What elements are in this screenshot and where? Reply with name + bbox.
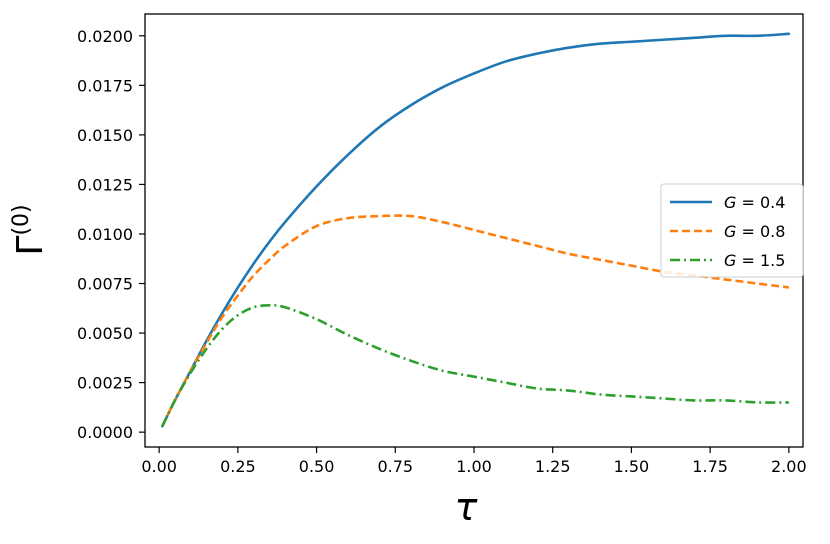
legend-label-1: G = 0.4 [724, 193, 785, 212]
x-tick-label: 0.00 [141, 457, 177, 476]
series-line-1 [161, 32, 791, 428]
series-line-3 [161, 303, 789, 427]
legend-variable: G [724, 251, 736, 270]
y-axis-label-base: Γ [10, 236, 51, 256]
legend-label-3: G = 1.5 [724, 251, 785, 270]
x-tick-label: 0.50 [299, 457, 335, 476]
y-tick-label: 0.0200 [77, 27, 133, 46]
legend-box [660, 183, 804, 278]
x-tick-label: 0.25 [220, 457, 256, 476]
y-tick-label: 0.0150 [77, 126, 133, 145]
legend-variable: G [724, 193, 736, 212]
legend-label-2: G = 0.8 [724, 222, 785, 241]
y-tick-label: 0.0075 [77, 275, 133, 294]
legend-value: = 0.4 [736, 193, 785, 212]
legend: G = 0.4G = 0.8G = 1.5 [660, 183, 804, 278]
y-axis-label: Γ(0) [9, 204, 51, 255]
x-tick-label: 2.00 [771, 457, 807, 476]
legend-variable: G [724, 222, 736, 241]
y-tick-label: 0.0125 [77, 175, 133, 194]
legend-value: = 0.8 [736, 222, 785, 241]
y-axis-label-superscript: (0) [9, 204, 34, 235]
x-tick-label: 1.75 [692, 457, 728, 476]
x-tick-label: 1.50 [614, 457, 650, 476]
y-tick-label: 0.0025 [77, 374, 133, 393]
x-tick-label: 0.75 [377, 457, 413, 476]
legend-entries: G = 0.4G = 0.8G = 1.5 [670, 193, 785, 270]
y-tick-label: 0.0100 [77, 225, 133, 244]
y-axis-ticks: 0.0000 0.0025 0.0050 0.0075 0.0100 0.0125 0.01… [77, 27, 145, 442]
x-tick-label: 1.00 [456, 457, 492, 476]
x-axis-ticks: 0.00 0.25 0.50 0.75 1.00 1.25 1.50 1.75 2.00 [141, 447, 807, 476]
y-tick-label: 0.0000 [77, 423, 133, 442]
y-tick-label: 0.0050 [77, 324, 133, 343]
series-line-2 [161, 214, 789, 427]
y-tick-label: 0.0175 [77, 76, 133, 95]
x-axis-label: τ [455, 485, 479, 529]
series-layer [161, 32, 791, 428]
legend-value: = 1.5 [736, 251, 785, 270]
x-tick-label: 1.25 [535, 457, 571, 476]
